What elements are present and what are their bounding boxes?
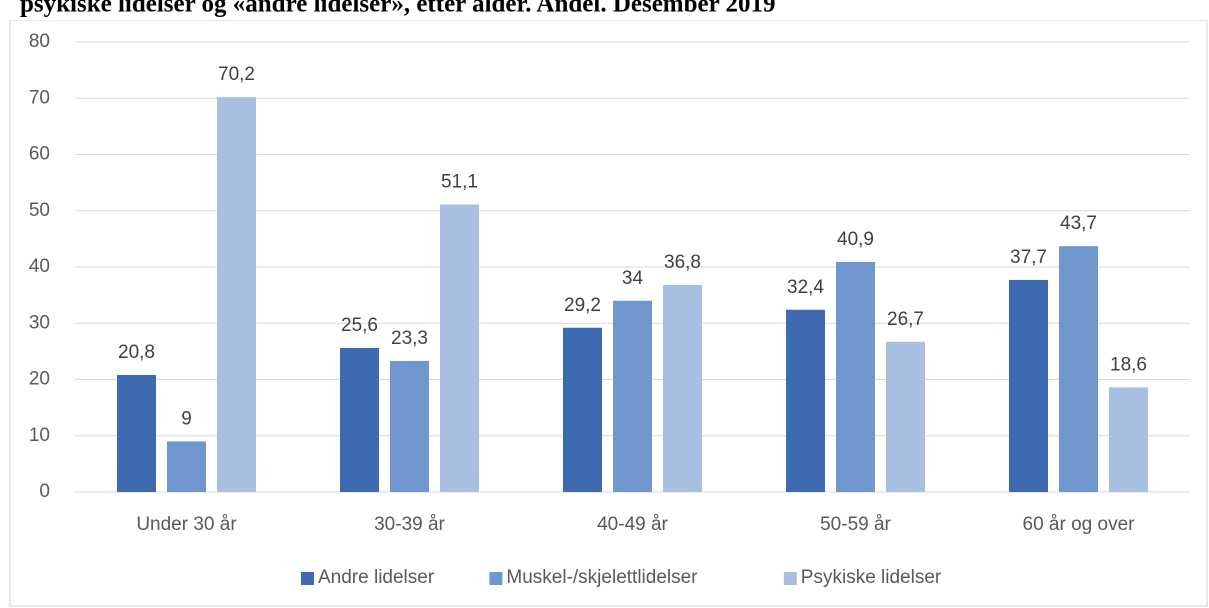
bar [1109, 387, 1148, 492]
y-tick-label: 80 [29, 31, 50, 52]
bar [563, 327, 602, 492]
data-label: 43,7 [1060, 213, 1097, 234]
chart-title: psykiske lidelser og «andre lidelser», e… [20, 0, 776, 18]
y-tick-label: 70 [29, 87, 50, 108]
chart-frame [9, 19, 1208, 607]
data-label: 18,6 [1110, 354, 1147, 375]
bar [663, 285, 702, 492]
bar [613, 300, 652, 492]
x-tick-label: 30-39 år [374, 514, 445, 535]
data-label: 29,2 [564, 295, 601, 316]
data-label: 9 [181, 408, 192, 429]
bar [1059, 246, 1098, 492]
bar [1009, 279, 1048, 492]
data-label: 34 [622, 268, 644, 289]
y-tick-label: 0 [39, 481, 50, 502]
bar [217, 97, 256, 492]
y-tick-label: 20 [29, 369, 50, 390]
x-tick-label: Under 30 år [136, 514, 237, 535]
x-tick-label: 50-59 år [820, 514, 891, 535]
data-label: 51,1 [441, 172, 478, 193]
bar [886, 341, 925, 492]
bar [836, 261, 875, 492]
data-label: 70,2 [218, 64, 255, 85]
bar [786, 309, 825, 492]
y-tick-label: 60 [29, 144, 50, 165]
bar [440, 204, 479, 492]
data-label: 36,8 [664, 252, 701, 273]
y-tick-label: 40 [29, 256, 50, 277]
title-band [0, 0, 1209, 20]
data-label: 32,4 [787, 277, 824, 298]
legend-swatch [783, 572, 797, 585]
legend-label: Psykiske lidelser [801, 567, 942, 588]
data-label: 25,6 [341, 315, 378, 336]
y-tick-label: 50 [29, 200, 50, 221]
y-tick-label: 10 [29, 425, 50, 446]
bar [117, 375, 156, 492]
data-label: 40,9 [837, 229, 874, 250]
data-label: 26,7 [887, 309, 924, 330]
data-label: 23,3 [391, 328, 428, 349]
bar [340, 348, 379, 492]
bar [167, 441, 206, 492]
x-tick-label: 40-49 år [597, 514, 668, 535]
bar [390, 360, 429, 492]
legend-label: Andre lidelser [318, 567, 435, 588]
y-tick-label: 30 [29, 312, 50, 333]
legend-label: Muskel-/skjelettlidelser [506, 567, 698, 588]
data-label: 37,7 [1010, 247, 1047, 268]
data-label: 20,8 [118, 342, 155, 363]
legend-swatch [301, 572, 314, 585]
legend-swatch [489, 572, 503, 585]
x-tick-label: 60 år og over [1023, 514, 1136, 535]
